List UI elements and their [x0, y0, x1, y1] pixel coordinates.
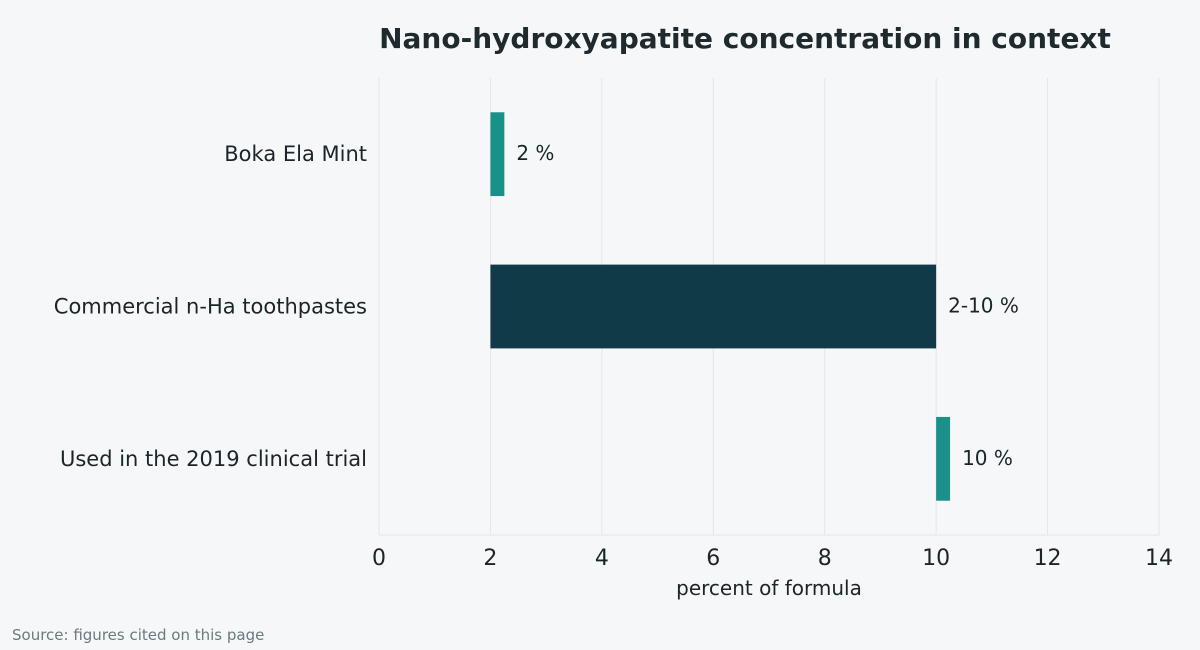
x-tick-label: 14 [1145, 546, 1173, 571]
category-label: Boka Ela Mint [224, 142, 367, 166]
x-axis-label: percent of formula [676, 576, 862, 600]
x-tick-label: 2 [483, 546, 497, 571]
bar-value-label: 2 % [516, 141, 554, 165]
chart-title: Nano-hydroxyapatite concentration in con… [379, 22, 1111, 55]
x-tick-label: 4 [595, 546, 609, 571]
bar [490, 112, 505, 197]
bar [936, 416, 951, 501]
bar-value-label: 2-10 % [948, 294, 1019, 318]
category-label: Commercial n-Ha toothpastes [54, 295, 367, 319]
category-label: Used in the 2019 clinical trial [60, 447, 367, 471]
source-note: Source: figures cited on this page [12, 626, 265, 644]
x-tick-label: 10 [922, 546, 950, 571]
x-tick-label: 8 [818, 546, 832, 571]
x-tick-label: 12 [1034, 546, 1062, 571]
bar-value-label: 10 % [962, 446, 1013, 470]
bar [490, 264, 937, 349]
x-tick-label: 0 [372, 546, 386, 571]
x-tick-label: 6 [706, 546, 720, 571]
